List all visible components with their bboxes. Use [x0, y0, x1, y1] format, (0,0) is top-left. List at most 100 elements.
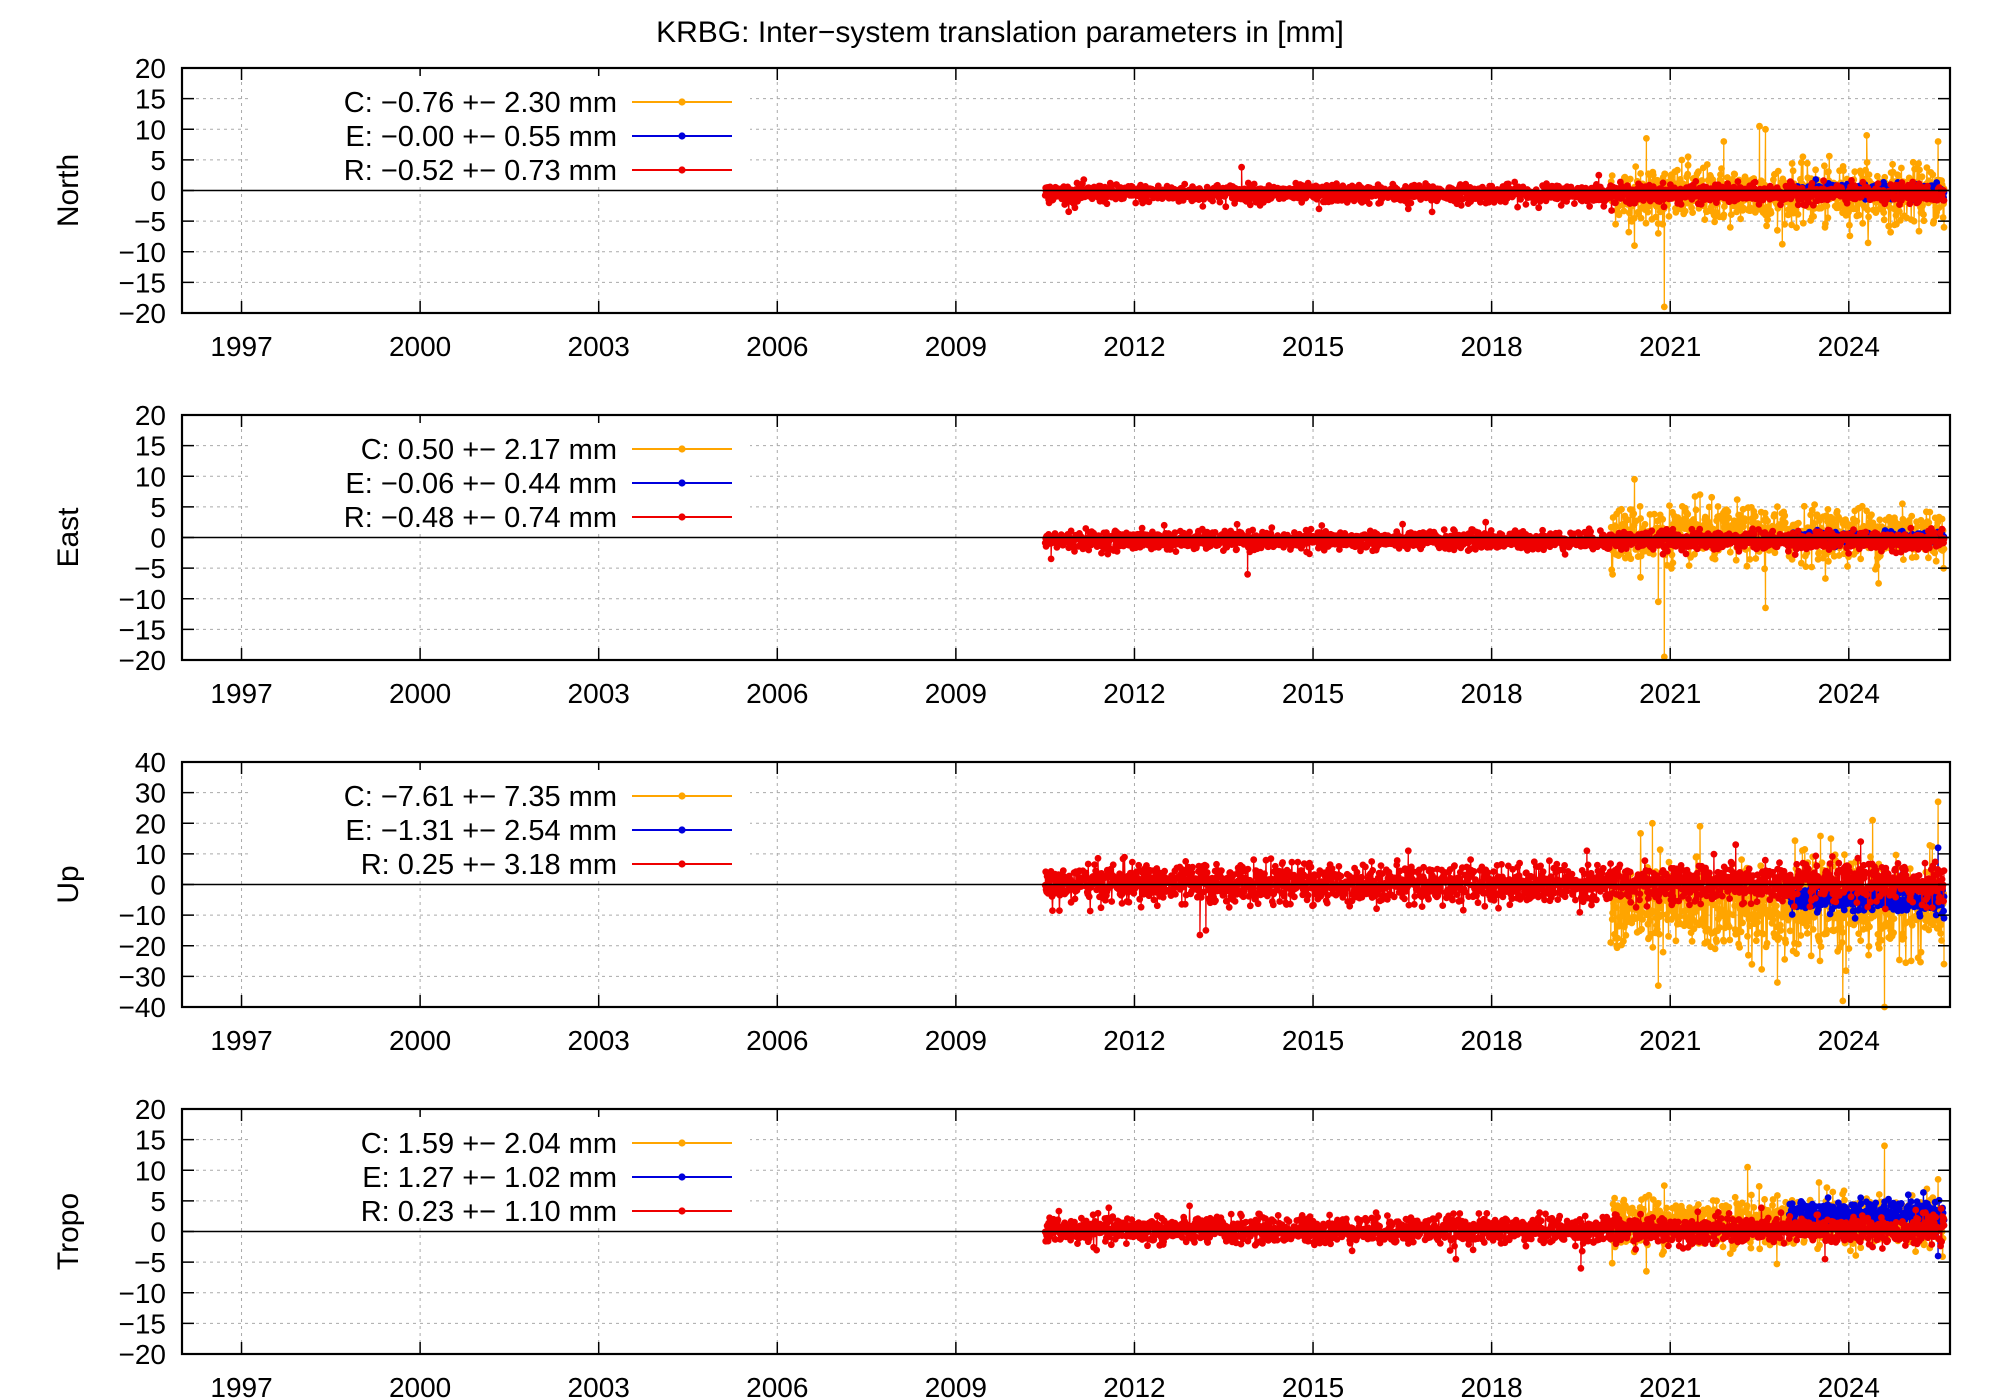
data-point-C — [1770, 176, 1777, 184]
data-point-C — [1811, 501, 1818, 508]
data-point-C — [1822, 220, 1829, 228]
data-point-C — [1799, 153, 1807, 161]
x-tick-label: 2015 — [1282, 331, 1344, 362]
data-point-R — [1172, 548, 1180, 555]
x-tick-label: 2018 — [1460, 331, 1522, 362]
data-point-C — [1626, 175, 1634, 183]
data-point-C — [1727, 211, 1735, 219]
data-point-C — [1701, 216, 1709, 224]
data-point-C — [1885, 222, 1893, 230]
data-point-C — [1665, 213, 1673, 220]
data-point-R — [1399, 520, 1406, 528]
x-tick-label: 2009 — [925, 331, 987, 362]
data-point-C — [1789, 167, 1797, 175]
data-point-C — [1654, 598, 1662, 606]
data-point-C — [1724, 508, 1732, 515]
data-point-C — [1863, 132, 1871, 139]
data-point-C — [1631, 242, 1638, 250]
x-tick-label: 2012 — [1103, 331, 1165, 362]
data-point-R — [1132, 199, 1140, 207]
data-point-R — [1457, 202, 1465, 209]
data-point-R — [1103, 200, 1111, 208]
data-point-C — [1737, 215, 1744, 223]
data-point-C — [1910, 217, 1918, 225]
data-point-C — [1857, 555, 1865, 563]
data-point-C — [1846, 221, 1853, 229]
data-point-C — [1641, 520, 1649, 528]
data-point-C — [1661, 170, 1669, 178]
data-point-C — [1795, 519, 1802, 527]
data-point-R — [1216, 198, 1224, 206]
data-point-C — [1756, 122, 1763, 130]
data-point-C — [1659, 515, 1667, 523]
data-point-C — [1627, 555, 1635, 563]
data-point-R — [1522, 201, 1530, 208]
data-point-C — [1909, 158, 1917, 166]
data-point-C — [1833, 507, 1841, 515]
y-tick-label: −20 — [119, 298, 167, 329]
data-point-C — [1746, 556, 1754, 563]
data-point-C — [1652, 213, 1660, 221]
y-tick-label: 15 — [135, 84, 166, 115]
data-point-R — [1660, 203, 1668, 211]
y-tick-label: 5 — [150, 145, 166, 176]
data-point-C — [1781, 519, 1789, 527]
data-point-C — [1887, 228, 1894, 236]
data-point-C — [1798, 159, 1805, 167]
data-point-C — [1935, 204, 1943, 212]
data-point-C — [1812, 166, 1819, 174]
figure-title: KRBG: Inter−system translation parameter… — [656, 16, 1344, 49]
data-point-C — [1674, 166, 1681, 174]
data-point-R — [1233, 546, 1240, 553]
data-point-C — [1875, 580, 1882, 587]
data-point-C — [1915, 227, 1923, 235]
data-point-R — [1692, 178, 1700, 185]
x-tick-label: 2006 — [746, 331, 808, 362]
x-tick-label: 2021 — [1639, 331, 1701, 362]
data-point-C — [1757, 177, 1765, 185]
data-point-C — [1684, 161, 1692, 169]
series-C — [1607, 122, 1948, 311]
data-point-R — [1199, 203, 1207, 210]
data-point-C — [1669, 559, 1677, 567]
data-point-C — [1620, 207, 1628, 215]
data-point-C — [1781, 221, 1789, 228]
data-point-C — [1778, 240, 1786, 248]
data-point-C — [1930, 217, 1938, 225]
data-point-C — [1695, 168, 1702, 176]
data-point-C — [1821, 162, 1828, 170]
data-point-C — [1689, 209, 1696, 217]
data-point-R — [1514, 203, 1521, 211]
data-point-C — [1898, 164, 1905, 172]
y-tick-label: 20 — [135, 53, 166, 84]
data-point-C — [1636, 503, 1644, 510]
data-point-C — [1802, 563, 1810, 570]
data-point-C — [1931, 549, 1939, 557]
data-point-R — [1071, 204, 1079, 212]
data-point-C — [1761, 565, 1768, 573]
data-point-C — [1650, 510, 1658, 518]
data-point-C — [1900, 556, 1907, 563]
data-point-R — [1186, 528, 1193, 536]
data-point-C — [1864, 206, 1871, 214]
data-point-C — [1711, 218, 1718, 226]
data-point-R — [1080, 176, 1088, 184]
data-point-C — [1612, 220, 1619, 228]
data-point-R — [1734, 178, 1742, 185]
data-point-C — [1810, 213, 1817, 220]
data-point-R — [1318, 522, 1326, 529]
data-point-R — [1820, 177, 1827, 185]
data-point-R — [1065, 208, 1073, 216]
data-point-C — [1774, 226, 1781, 234]
data-point-C — [1637, 214, 1645, 222]
data-point-R — [1246, 201, 1254, 209]
y-tick-label: 10 — [135, 114, 166, 145]
data-point-R — [1608, 207, 1615, 214]
data-point-C — [1609, 571, 1616, 578]
data-point-C — [1684, 153, 1692, 161]
data-point-C — [1840, 167, 1847, 175]
data-point-C — [1762, 604, 1769, 612]
data-point-C — [1896, 208, 1903, 215]
